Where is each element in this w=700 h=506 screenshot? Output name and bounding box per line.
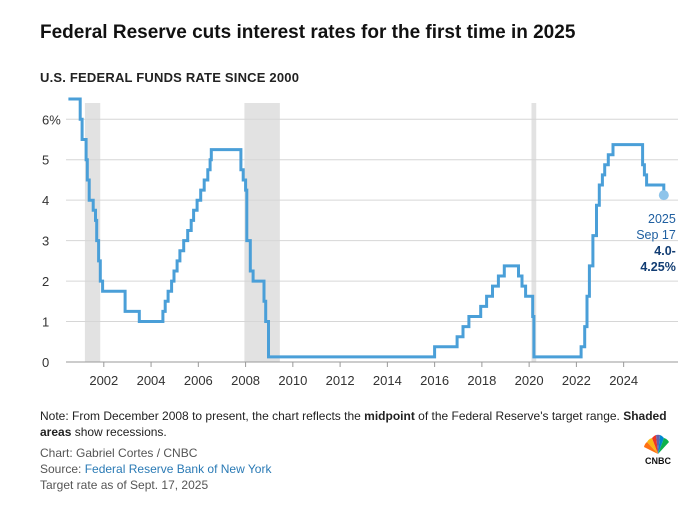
chart-credit: Chart: Gabriel Cortes / CNBC (40, 446, 198, 460)
x-tick-label-2006: 2006 (184, 373, 213, 388)
cnbc-logo-text: CNBC (645, 456, 671, 466)
chart-note: Note: From December 2008 to present, the… (40, 409, 667, 439)
x-tick-label-2024: 2024 (609, 373, 638, 388)
annotation-date: Sep 17 (636, 228, 676, 242)
annotation-value-2: 4.25% (640, 260, 675, 274)
x-tick-label-2018: 2018 (467, 373, 496, 388)
x-tick-label-2002: 2002 (89, 373, 118, 388)
fed-funds-chart: 0 1 2 3 4 5 6% 2002 2004 2006 2008 2010 2012 2014 2016… (42, 97, 678, 388)
x-tick-label-2014: 2014 (373, 373, 402, 388)
target-date-line: Target rate as of Sept. 17, 2025 (40, 478, 209, 492)
y-tick-label-2: 2 (42, 274, 49, 289)
latest-rate-dot (658, 190, 669, 201)
headline: Federal Reserve cuts interest rates for … (40, 22, 576, 43)
y-tick-label-4: 4 (42, 193, 49, 208)
x-tick-label-2016: 2016 (420, 373, 449, 388)
source-link[interactable]: Federal Reserve Bank of New York (84, 462, 272, 476)
x-tick-label-2010: 2010 (278, 373, 307, 388)
cnbc-logo: CNBC (640, 434, 676, 466)
chart-subtitle: U.S. FEDERAL FUNDS RATE SINCE 2000 (40, 70, 300, 85)
y-tick-label-3: 3 (42, 234, 49, 249)
x-tick-label-2012: 2012 (326, 373, 355, 388)
y-tick-label-0: 0 (42, 355, 49, 370)
recession-band-2 (531, 103, 537, 362)
rate-line-0 (68, 97, 666, 359)
x-tick-label-2004: 2004 (137, 373, 166, 388)
x-tick-label-2008: 2008 (231, 373, 260, 388)
x-tick-label-2020: 2020 (515, 373, 544, 388)
recession-band-1 (244, 103, 280, 362)
x-tick-label-2022: 2022 (562, 373, 591, 388)
y-tick-label-1: 1 (42, 315, 49, 330)
source-line: Source: Federal Reserve Bank of New York (40, 462, 272, 476)
peacock-icon (644, 434, 669, 454)
y-tick-label-6: 6% (42, 112, 61, 127)
y-tick-label-5: 5 (42, 153, 49, 168)
annotation-value-1: 4.0- (654, 244, 676, 258)
annotation-year: 2025 (648, 212, 676, 226)
